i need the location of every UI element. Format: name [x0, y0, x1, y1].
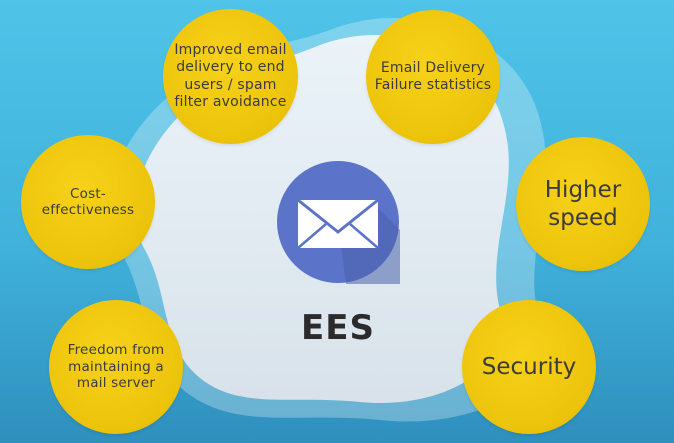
benefit-improved-delivery: Improved email delivery to end users / s…	[163, 9, 298, 144]
benefit-freedom: Freedom from maintaining a mail server	[49, 300, 183, 434]
benefit-security: Security	[462, 300, 596, 434]
center-label: EES	[301, 308, 375, 348]
envelope-icon	[276, 160, 400, 284]
benefit-failure-stats: Email Delivery Failure statistics	[366, 10, 500, 144]
benefit-higher-speed: Higher speed	[516, 137, 650, 271]
benefit-cost-effectiveness: Cost-effectiveness	[21, 135, 155, 269]
